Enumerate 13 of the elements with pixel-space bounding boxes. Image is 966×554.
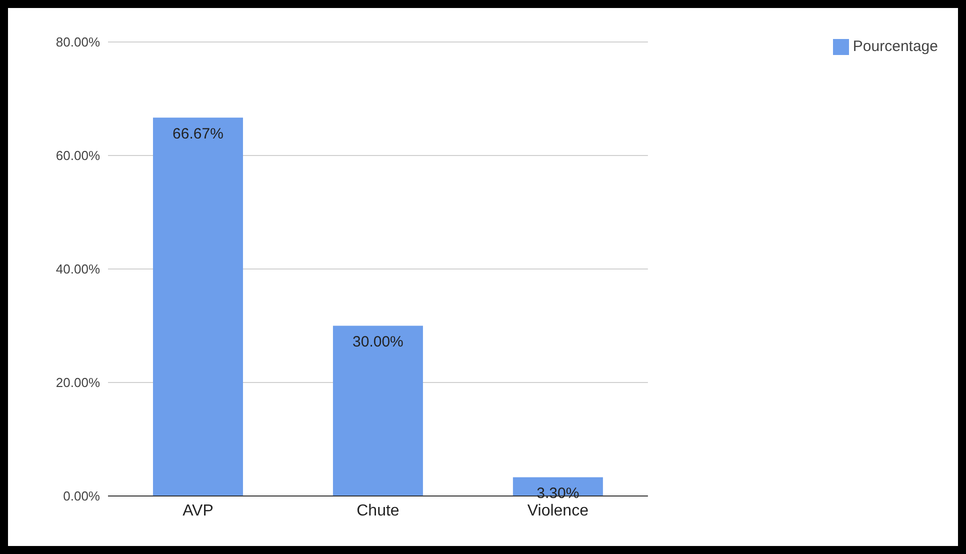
bar — [332, 326, 423, 496]
y-tick-label: 0.00% — [63, 488, 100, 504]
data-label: 30.00% — [352, 333, 404, 350]
y-tick-label: 40.00% — [56, 262, 100, 277]
data-label: 66.67% — [172, 125, 224, 142]
legend-label: Pourcentage — [852, 38, 938, 55]
y-tick-label: 60.00% — [56, 148, 100, 164]
x-tick-label: AVP — [182, 502, 214, 520]
y-tick-label: 20.00% — [56, 375, 100, 390]
bar — [152, 118, 243, 496]
y-tick-label: 80.00% — [56, 34, 100, 50]
x-tick-label: Violence — [527, 502, 589, 520]
x-tick-label: Chute — [356, 502, 400, 520]
